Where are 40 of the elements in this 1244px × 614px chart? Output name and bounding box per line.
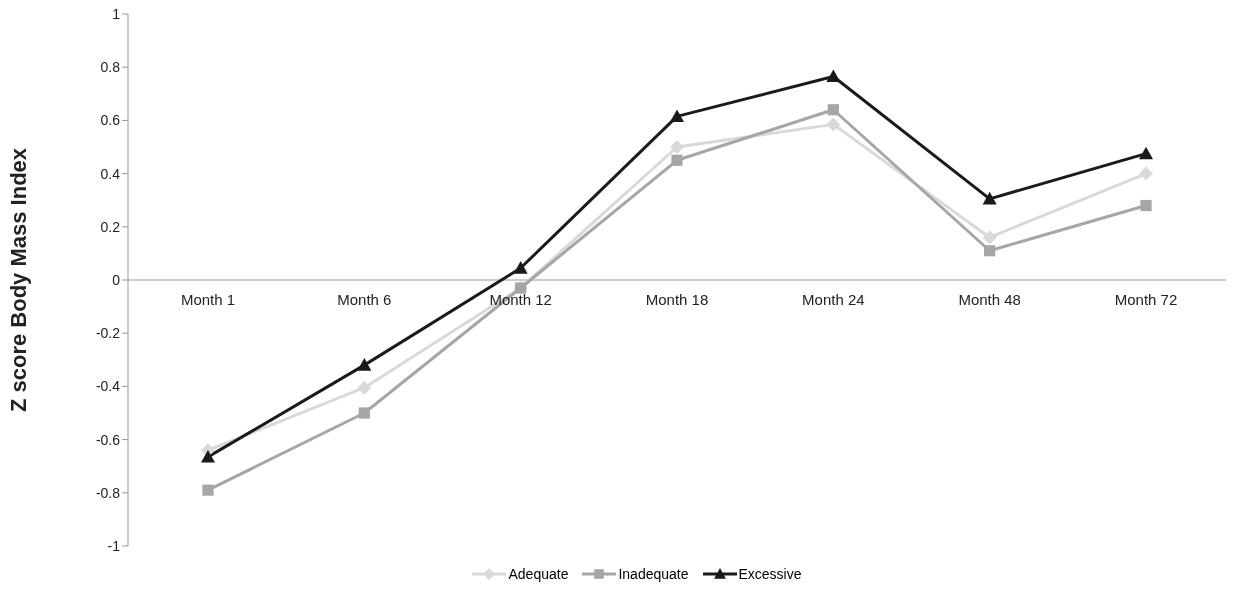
point [358,407,370,419]
y-tick-label: 0.8 [100,59,121,76]
legend-label: Adequate [508,566,569,582]
y-tick-label: 0.6 [100,112,121,129]
point [1139,166,1153,181]
point [982,191,997,205]
x-tick-label: Month 18 [645,291,709,309]
point [826,69,841,83]
y-tick-label: 1 [112,5,121,22]
x-tick-label: Month 6 [337,291,392,309]
x-tick-label: Month 48 [958,291,1021,309]
y-tick-label: -0.2 [95,325,121,342]
point [202,484,214,496]
point [357,358,372,371]
y-tick-label: 0 [112,271,121,288]
y-tick-label: -0.8 [95,484,121,501]
y-tick-label: 0.4 [100,165,121,182]
point [201,449,215,463]
legend-label: Excessive [738,566,802,582]
point [670,109,684,123]
y-tick-label: -1 [107,537,121,554]
point [357,380,372,395]
y-axis-title: Z score Body Mass Index [5,147,31,413]
point [984,245,996,257]
point [670,140,684,154]
point [982,230,997,245]
y-tick-label: -0.4 [95,378,121,395]
legend-label: Inadequate [618,566,689,582]
x-tick-label: Month 24 [802,291,865,309]
x-tick-label: Month 72 [1114,291,1178,309]
point [1140,199,1152,212]
x-tick-label: Month 12 [489,291,552,309]
x-tick-label: Month 1 [180,291,236,309]
point [1139,146,1153,160]
point [826,117,841,132]
y-tick-label: -0.6 [95,431,121,448]
y-tick-label: 0.2 [100,218,121,235]
point [671,154,683,166]
point [827,104,839,116]
point [513,261,528,274]
